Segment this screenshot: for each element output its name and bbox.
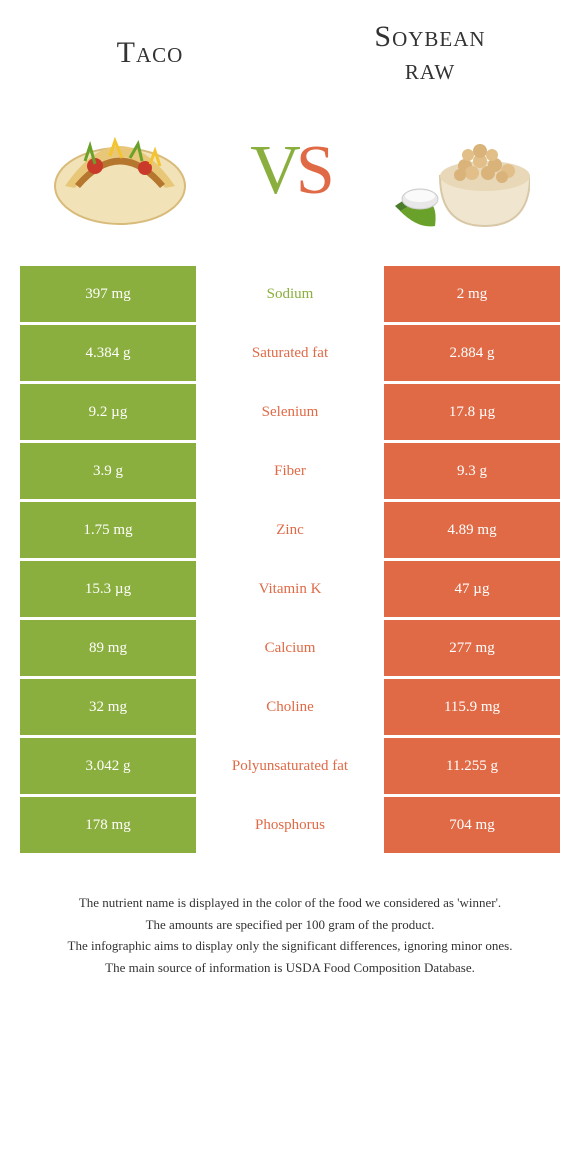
left-value-cell: 3.9 g: [20, 443, 196, 499]
left-value-cell: 178 mg: [20, 797, 196, 853]
nutrient-label-cell: Saturated fat: [199, 325, 381, 381]
nutrient-label-cell: Vitamin K: [199, 561, 381, 617]
table-row: 32 mgCholine115.9 mg: [20, 679, 560, 735]
food-title-right-line2: raw: [405, 53, 455, 86]
left-value-cell: 15.3 µg: [20, 561, 196, 617]
nutrient-label-cell: Sodium: [199, 266, 381, 322]
right-value-cell: 2.884 g: [384, 325, 560, 381]
table-row: 9.2 µgSelenium17.8 µg: [20, 384, 560, 440]
right-value-cell: 17.8 µg: [384, 384, 560, 440]
food-title-right-line1: Soybean: [374, 20, 485, 53]
right-value-cell: 704 mg: [384, 797, 560, 853]
vs-label: VS: [250, 131, 330, 211]
nutrient-table: 397 mgSodium2 mg4.384 gSaturated fat2.88…: [20, 266, 560, 853]
footer-line-3: The infographic aims to display only the…: [30, 936, 550, 956]
table-row: 89 mgCalcium277 mg: [20, 620, 560, 676]
left-value-cell: 1.75 mg: [20, 502, 196, 558]
food-title-left: Taco: [60, 36, 240, 70]
left-value-cell: 89 mg: [20, 620, 196, 676]
footer-notes: The nutrient name is displayed in the co…: [20, 893, 560, 977]
left-value-cell: 397 mg: [20, 266, 196, 322]
right-value-cell: 277 mg: [384, 620, 560, 676]
food-title-right: Soybean raw: [340, 20, 520, 86]
taco-image: [40, 106, 200, 236]
table-row: 1.75 mgZinc4.89 mg: [20, 502, 560, 558]
left-value-cell: 9.2 µg: [20, 384, 196, 440]
right-value-cell: 9.3 g: [384, 443, 560, 499]
soybean-icon: [390, 111, 530, 231]
nutrient-label-cell: Fiber: [199, 443, 381, 499]
table-row: 3.9 gFiber9.3 g: [20, 443, 560, 499]
nutrient-label-cell: Choline: [199, 679, 381, 735]
nutrient-label-cell: Selenium: [199, 384, 381, 440]
images-row: VS: [20, 106, 560, 236]
left-value-cell: 4.384 g: [20, 325, 196, 381]
table-row: 15.3 µgVitamin K47 µg: [20, 561, 560, 617]
right-value-cell: 2 mg: [384, 266, 560, 322]
nutrient-label-cell: Zinc: [199, 502, 381, 558]
right-value-cell: 11.255 g: [384, 738, 560, 794]
footer-line-4: The main source of information is USDA F…: [30, 958, 550, 978]
right-value-cell: 4.89 mg: [384, 502, 560, 558]
table-row: 178 mgPhosphorus704 mg: [20, 797, 560, 853]
left-value-cell: 32 mg: [20, 679, 196, 735]
table-row: 4.384 gSaturated fat2.884 g: [20, 325, 560, 381]
vs-v: V: [250, 132, 296, 209]
table-row: 397 mgSodium2 mg: [20, 266, 560, 322]
right-value-cell: 47 µg: [384, 561, 560, 617]
soybean-image: [380, 106, 540, 236]
footer-line-1: The nutrient name is displayed in the co…: [30, 893, 550, 913]
nutrient-label-cell: Phosphorus: [199, 797, 381, 853]
left-value-cell: 3.042 g: [20, 738, 196, 794]
header: Taco Soybean raw: [20, 20, 560, 86]
table-row: 3.042 gPolyunsaturated fat11.255 g: [20, 738, 560, 794]
footer-line-2: The amounts are specified per 100 gram o…: [30, 915, 550, 935]
nutrient-label-cell: Calcium: [199, 620, 381, 676]
taco-icon: [50, 116, 190, 226]
vs-s: S: [296, 132, 330, 209]
right-value-cell: 115.9 mg: [384, 679, 560, 735]
nutrient-label-cell: Polyunsaturated fat: [199, 738, 381, 794]
